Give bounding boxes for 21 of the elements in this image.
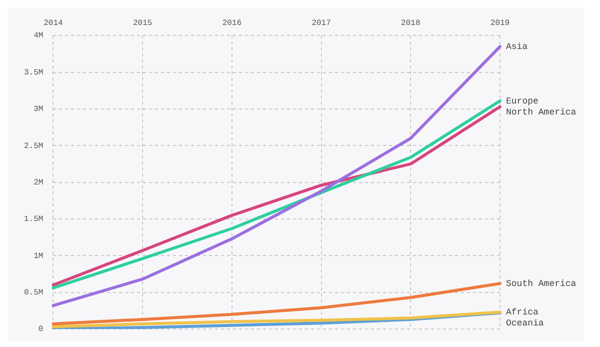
x-tick-label: 2015	[132, 18, 152, 28]
series-label: Africa	[506, 308, 540, 318]
y-tick-label: 0.5M	[24, 288, 44, 298]
y-tick-label: 0	[38, 325, 44, 334]
x-tick-label: 2018	[401, 18, 420, 28]
y-tick-label: 2.5M	[24, 142, 44, 151]
y-tick-label: 4M	[34, 32, 44, 41]
y-tick-label: 1.5M	[24, 215, 44, 224]
x-tick-label: 2014	[44, 18, 64, 28]
series-label: Asia	[506, 42, 528, 52]
y-tick-label: 1M	[34, 252, 44, 261]
series-label: North America	[506, 107, 577, 118]
series-label: South America	[506, 278, 577, 289]
y-tick-label: 2M	[34, 178, 44, 188]
y-tick-label: 3.5M	[24, 68, 44, 78]
x-tick-label: 2019	[490, 18, 510, 28]
series-label: Oceania	[506, 318, 544, 329]
y-tick-label: 3M	[34, 105, 44, 114]
x-tick-label: 2016	[222, 18, 242, 28]
series-label: Europe	[506, 96, 538, 106]
x-tick-label: 2017	[312, 18, 332, 28]
